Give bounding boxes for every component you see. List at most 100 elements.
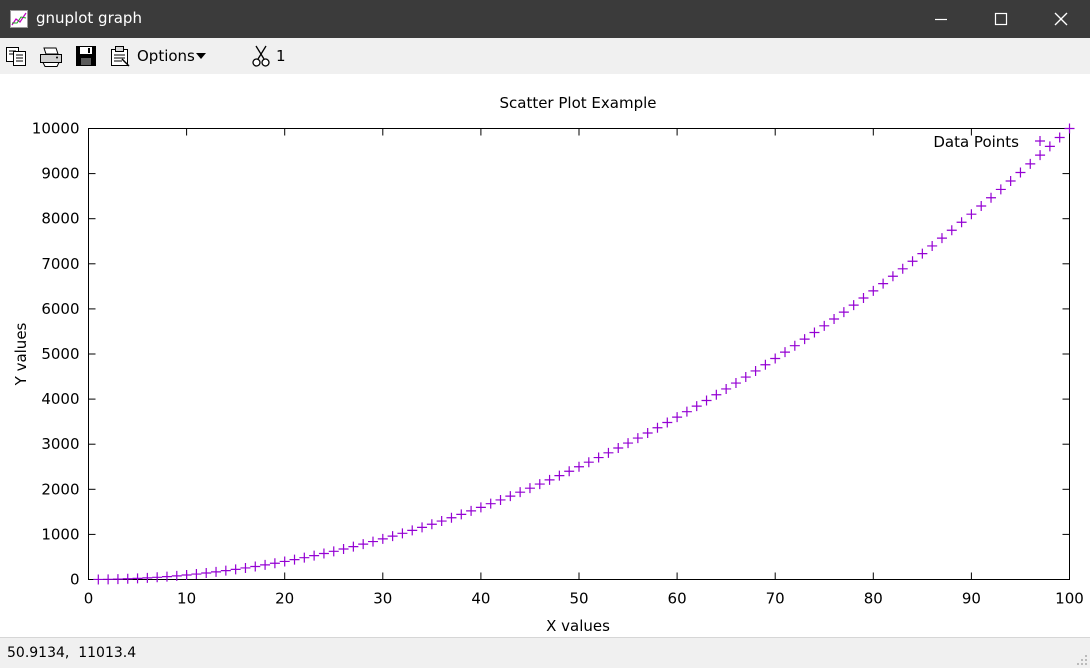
data-point xyxy=(907,256,918,267)
data-point xyxy=(672,412,683,423)
y-tick-label: 8000 xyxy=(41,210,79,228)
copy-button[interactable] xyxy=(4,44,28,68)
data-point xyxy=(868,285,879,296)
minimize-icon xyxy=(935,18,947,21)
data-point xyxy=(966,209,977,220)
data-point xyxy=(446,512,457,523)
data-point xyxy=(750,365,761,376)
data-point xyxy=(711,389,722,400)
x-tick-label: 0 xyxy=(84,590,94,608)
maximize-button[interactable] xyxy=(978,0,1024,38)
data-point xyxy=(917,248,928,259)
data-points xyxy=(93,123,1075,585)
data-point xyxy=(515,487,526,498)
options-label: Options xyxy=(137,47,195,65)
data-point xyxy=(436,516,447,527)
data-point xyxy=(466,505,477,516)
x-axis-label: X values xyxy=(546,617,610,635)
scissors-button[interactable]: 1 xyxy=(250,44,290,68)
data-point xyxy=(613,442,624,453)
data-point xyxy=(534,479,545,490)
data-point xyxy=(623,438,634,449)
data-point xyxy=(652,422,663,433)
data-point xyxy=(642,427,653,438)
save-icon xyxy=(76,46,96,66)
data-point xyxy=(505,491,516,502)
data-point xyxy=(269,558,280,569)
x-tick-label: 50 xyxy=(569,590,588,608)
data-point xyxy=(701,395,712,406)
data-point xyxy=(328,546,339,557)
options-menu-button[interactable]: Options xyxy=(108,44,212,68)
data-point xyxy=(407,525,418,536)
data-point xyxy=(878,278,889,289)
data-point xyxy=(603,447,614,458)
data-point xyxy=(132,573,143,584)
plot-area[interactable]: Scatter Plot Example X values Y values 0… xyxy=(0,74,1090,637)
legend-marker-symbol xyxy=(1035,136,1045,146)
minimize-button[interactable] xyxy=(918,0,964,38)
data-point xyxy=(574,461,584,472)
data-point xyxy=(946,225,957,236)
close-icon xyxy=(1054,12,1068,26)
data-point xyxy=(730,378,741,389)
data-point xyxy=(181,569,192,580)
y-tick-label: 7000 xyxy=(41,255,79,273)
data-point xyxy=(927,240,938,251)
data-point xyxy=(161,571,172,582)
x-tick-label: 20 xyxy=(275,590,294,608)
data-point xyxy=(1054,132,1065,143)
data-point xyxy=(122,573,133,584)
data-point xyxy=(1015,167,1026,178)
data-point xyxy=(829,314,840,325)
data-point xyxy=(230,564,241,575)
data-point xyxy=(770,353,781,364)
data-point xyxy=(554,470,565,481)
y-tick-label: 1000 xyxy=(41,525,79,543)
plot-frame xyxy=(88,128,1070,580)
data-point xyxy=(289,554,300,565)
data-point xyxy=(220,565,231,576)
chart-title: Scatter Plot Example xyxy=(499,94,656,112)
copy-icon xyxy=(6,47,26,66)
data-point xyxy=(309,550,320,561)
data-point xyxy=(93,574,104,585)
x-tick-label: 90 xyxy=(962,590,981,608)
data-point xyxy=(986,192,997,203)
print-button[interactable] xyxy=(38,44,64,68)
data-point xyxy=(976,201,987,212)
data-point xyxy=(838,307,849,318)
y-tick-label: 4000 xyxy=(41,390,79,408)
data-point xyxy=(858,293,869,304)
data-point xyxy=(201,568,212,579)
axis-ticks: 0 10 20 30 40 50 60 70 80 90 100010002000300040005… xyxy=(32,120,1084,608)
data-point xyxy=(240,562,251,573)
data-point xyxy=(809,327,820,338)
data-point xyxy=(995,184,1006,195)
data-point xyxy=(495,494,506,505)
scissors-label: 1 xyxy=(276,47,286,65)
data-point xyxy=(1005,175,1016,186)
x-tick-label: 70 xyxy=(766,590,785,608)
x-tick-label: 10 xyxy=(177,590,196,608)
scissors-icon xyxy=(252,45,270,67)
data-point xyxy=(348,541,359,552)
data-point xyxy=(1035,150,1046,161)
status-bar: 50.9134, 11013.4 xyxy=(0,637,1090,668)
maximize-icon xyxy=(994,12,1008,26)
save-button[interactable] xyxy=(74,44,98,68)
resize-grip-icon[interactable] xyxy=(1076,654,1088,666)
y-tick-label: 9000 xyxy=(41,165,79,183)
options-icon xyxy=(111,46,130,67)
data-point xyxy=(780,347,791,358)
close-button[interactable] xyxy=(1038,0,1084,38)
data-point xyxy=(819,320,830,331)
data-point xyxy=(485,498,496,509)
data-point xyxy=(338,544,349,555)
legend-label: Data Points xyxy=(933,133,1019,151)
data-point xyxy=(789,340,800,351)
data-point xyxy=(740,372,751,383)
data-point xyxy=(397,528,408,539)
data-point xyxy=(112,574,123,585)
data-point xyxy=(426,519,437,530)
